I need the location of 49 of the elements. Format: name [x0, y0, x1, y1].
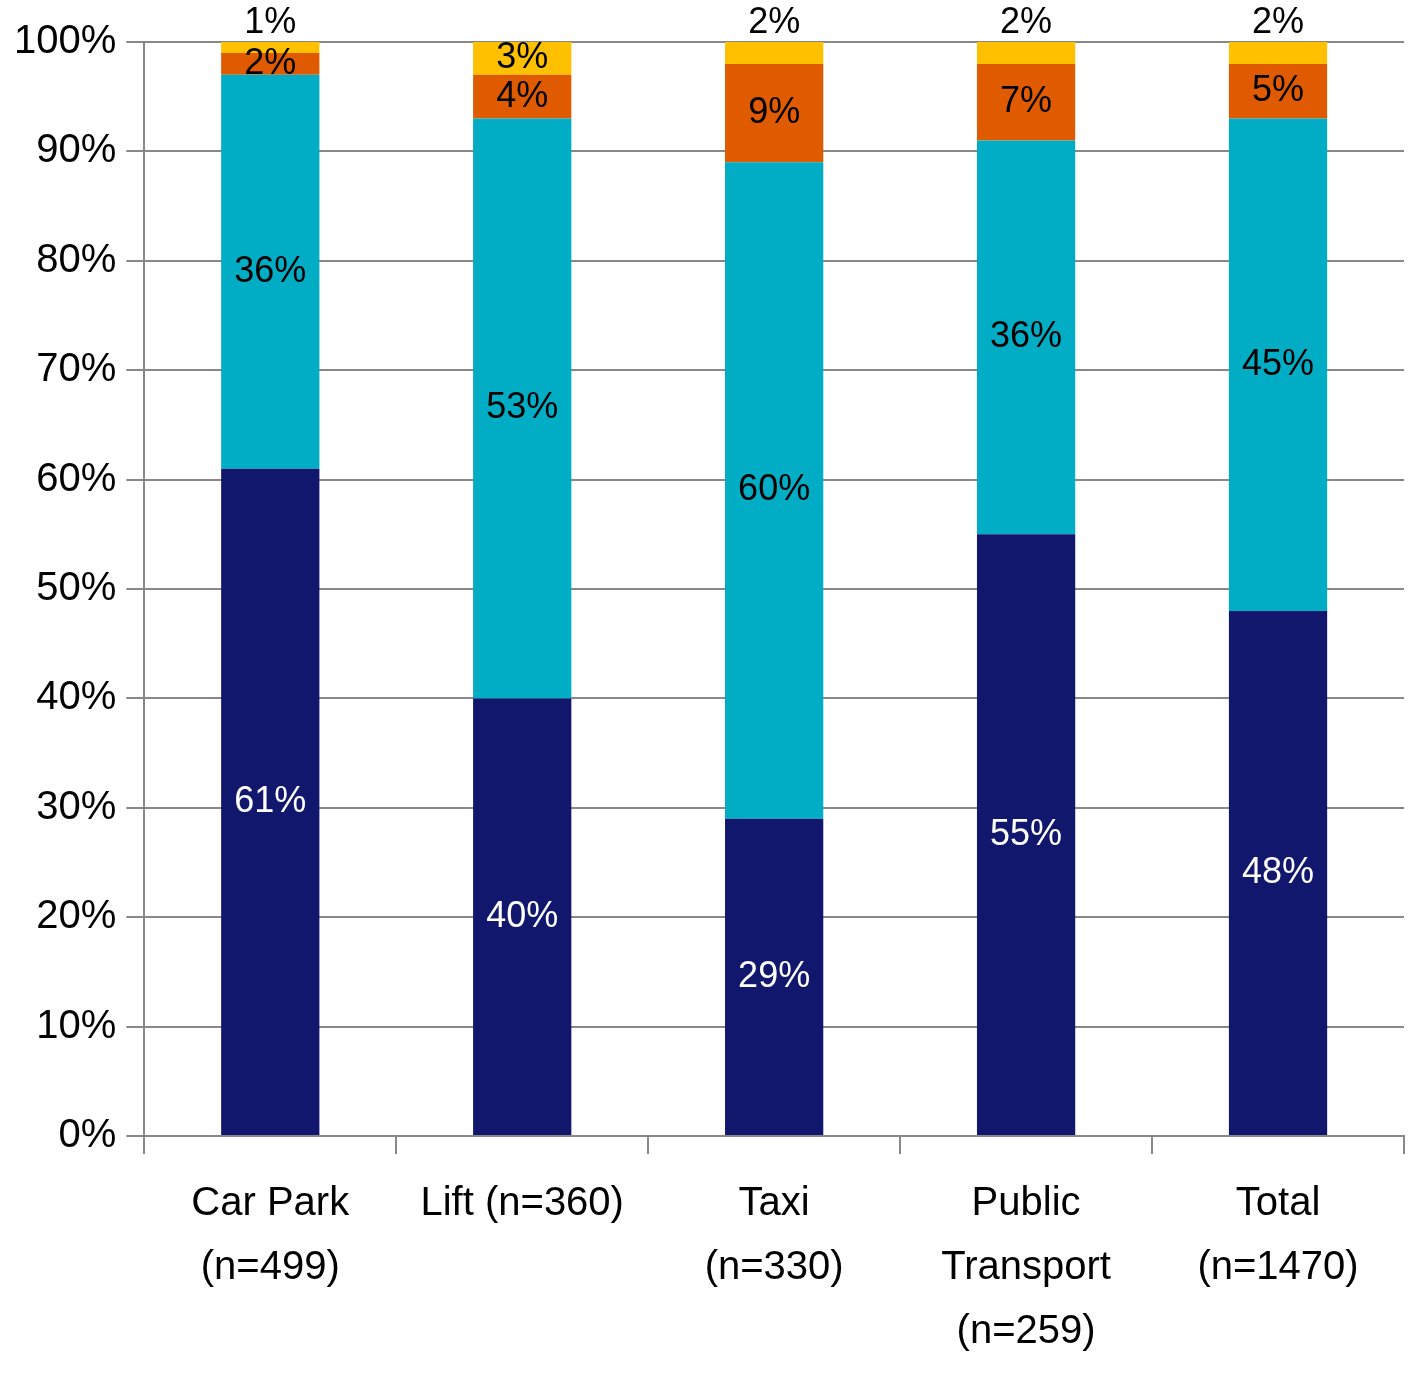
- bar: [725, 162, 824, 819]
- y-tick-label: 20%: [36, 892, 117, 937]
- y-tick-label: 40%: [36, 673, 117, 718]
- x-tick-label: Total (n=1470): [1197, 1179, 1359, 1288]
- bar: [976, 42, 1076, 64]
- bar: [976, 534, 1076, 1135]
- bar: [976, 63, 1076, 141]
- bar: [473, 118, 572, 699]
- y-tick-label: 100%: [13, 17, 117, 62]
- bar: [1228, 42, 1328, 64]
- x-tick-label: Lift (n=360): [420, 1179, 624, 1224]
- data-label: 1%: [244, 0, 297, 41]
- data-label: 9%: [748, 90, 801, 132]
- data-label: 40%: [486, 893, 559, 935]
- bar: [473, 698, 572, 1135]
- data-label: 2%: [748, 0, 801, 41]
- bar: [725, 818, 824, 1135]
- y-tick-label: 30%: [36, 782, 117, 827]
- y-tick-label: 0%: [58, 1111, 117, 1156]
- bar: [725, 63, 824, 163]
- data-label: 55%: [990, 811, 1063, 853]
- bar: [221, 468, 320, 1135]
- data-label: 36%: [234, 248, 307, 290]
- x-tick-label: Car Park (n=499): [191, 1179, 351, 1288]
- data-label: 5%: [1252, 68, 1305, 110]
- x-tick-label: Public Transport (n=259): [941, 1179, 1111, 1352]
- data-label: 2%: [244, 40, 297, 82]
- data-label: 45%: [1242, 341, 1315, 383]
- data-label: 48%: [1242, 849, 1315, 891]
- data-label: 29%: [738, 953, 811, 995]
- bar: [1228, 610, 1328, 1135]
- data-label: 2%: [1000, 0, 1053, 41]
- y-tick-label: 90%: [36, 126, 117, 171]
- y-tick-label: 50%: [36, 564, 117, 609]
- bar: [221, 74, 320, 469]
- y-tick-label: 80%: [36, 235, 117, 280]
- y-tick-label: 60%: [36, 454, 117, 499]
- x-tick-label: Taxi (n=330): [704, 1179, 844, 1288]
- data-label: 2%: [1252, 0, 1305, 41]
- y-tick-label: 70%: [36, 345, 117, 390]
- bar: [725, 42, 824, 64]
- data-label: 7%: [1000, 79, 1053, 121]
- data-label: 53%: [486, 385, 559, 427]
- y-tick-label: 10%: [36, 1001, 117, 1046]
- bar: [1228, 118, 1328, 611]
- data-label: 36%: [990, 314, 1063, 356]
- bar: [976, 140, 1076, 535]
- data-label: 60%: [738, 467, 811, 509]
- data-label: 61%: [234, 778, 307, 820]
